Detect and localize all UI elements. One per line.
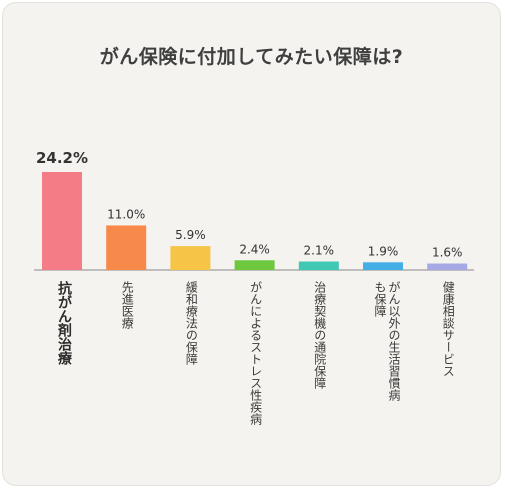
value-label-2: 11.0%: [107, 207, 145, 221]
bar-6: [363, 262, 403, 270]
category-label-7: 健康相談サービス: [441, 281, 456, 377]
bar-5: [298, 261, 339, 270]
category-label-6: がん以外の生活習慣病 も保障: [373, 281, 401, 401]
bar-2: [106, 225, 147, 270]
category-label-4: がんによるストレス性疾病: [248, 281, 263, 425]
value-label-7: 1.6%: [432, 246, 463, 260]
bar-7: [427, 263, 468, 270]
chart-title: がん保険に付加してみたい保障は?: [99, 46, 404, 68]
value-label-4: 2.4%: [239, 242, 270, 256]
value-label-1: 24.2%: [36, 149, 88, 167]
bar-3: [170, 246, 211, 270]
chart-card: がん保険に付加してみたい保障は?: [2, 2, 501, 486]
value-label-3: 5.9%: [175, 228, 206, 242]
value-label-5: 2.1%: [304, 243, 335, 257]
value-label-6: 1.9%: [368, 244, 399, 258]
category-label-5: 治療契機の通院保障: [312, 281, 327, 389]
bar-1: [42, 172, 82, 270]
bar-4: [234, 260, 275, 270]
category-label-2: 先進医療: [120, 281, 135, 329]
category-label-1: 抗がん剤治療: [56, 281, 72, 365]
category-label-3: 緩和療法の保障: [184, 281, 199, 365]
